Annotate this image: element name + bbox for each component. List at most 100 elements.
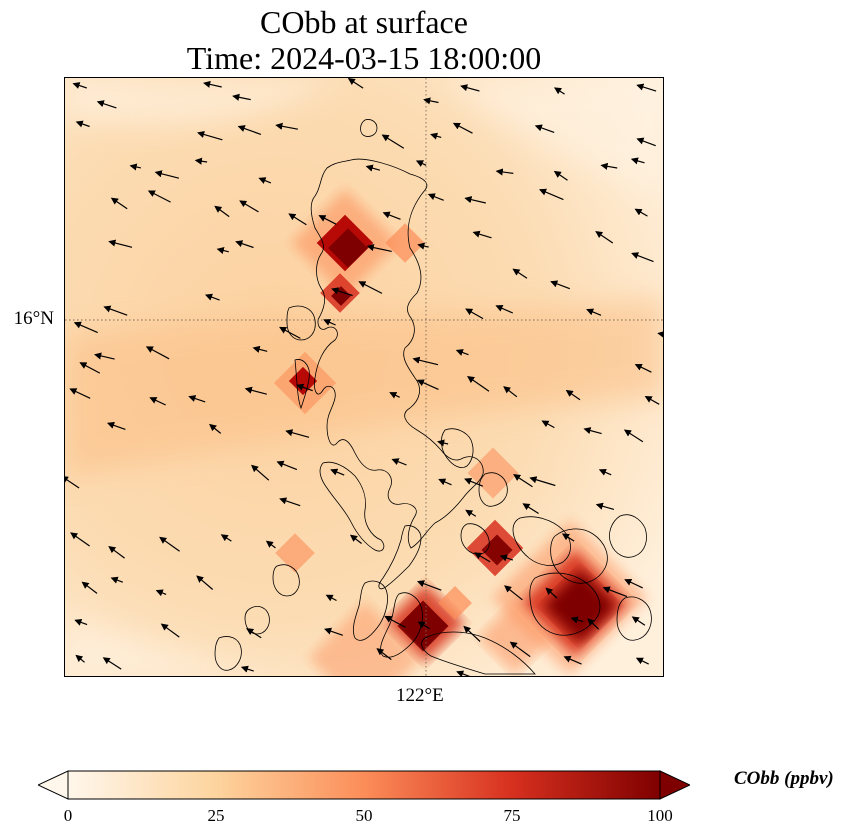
wind-vector-arrow [235, 240, 254, 249]
wind-vector-arrow [465, 308, 484, 320]
wind-vector-arrow [624, 579, 643, 589]
wind-vector-arrow [296, 383, 313, 392]
wind-vector-arrow [188, 395, 206, 403]
wind-vector-arrow [416, 580, 442, 591]
wind-vector-arrow [244, 386, 267, 395]
wind-vector-arrow [522, 503, 539, 515]
wind-vector-arrow [583, 427, 602, 435]
wind-vector-arrow [634, 208, 648, 217]
hotspot-cell [275, 533, 315, 573]
wind-vector-arrow [288, 213, 307, 226]
wind-vector-arrow [149, 397, 166, 406]
wind-vector-arrow [108, 239, 133, 248]
latitude-tick-label: 16°N [13, 308, 54, 329]
wind-vector-arrow [196, 575, 214, 590]
wind-vector-arrow [455, 349, 469, 356]
wind-vector-arrow [504, 585, 523, 601]
hotspot-cell [478, 601, 552, 675]
wind-vector-arrow [553, 87, 565, 95]
wind-vector-arrow [285, 429, 310, 438]
wind-vectors [65, 78, 663, 676]
gridlines [65, 78, 663, 676]
plot-title-line1: CObb at surface [260, 4, 468, 40]
wind-vector-arrow [81, 581, 98, 594]
wind-vector-arrow [529, 476, 556, 487]
wind-vector-arrow [204, 293, 220, 301]
wind-vector-arrow [330, 468, 345, 476]
wind-vector-arrow [384, 615, 406, 629]
coastlines [214, 119, 652, 675]
wind-vector-arrow [110, 576, 124, 584]
wind-vector-arrow [366, 244, 392, 252]
wind-vector-arrow [595, 502, 615, 510]
hotspot-cell [385, 223, 425, 263]
wind-vector-arrow [197, 131, 223, 141]
colorbar-extend-min [36, 770, 69, 800]
wind-vector-arrow [474, 552, 491, 563]
wind-vector-arrow [416, 379, 439, 390]
wind-vector-arrow [430, 132, 442, 140]
wind-vector-arrow [563, 655, 582, 665]
wind-vector-arrow [452, 122, 473, 134]
colorbar-tick-50: 50 [355, 806, 373, 825]
wind-vector-arrow [103, 305, 128, 316]
wind-vector-arrow [216, 247, 229, 255]
wind-vector-arrow [324, 627, 343, 636]
wind-vector-arrow [70, 532, 90, 547]
colorbar-tick-0: 0 [63, 806, 73, 825]
wind-vector-arrow [415, 160, 427, 167]
wind-vector-arrow [237, 125, 262, 135]
wind-vector-arrow [279, 497, 301, 507]
wind-vector-arrow [570, 616, 584, 624]
wind-vector-arrow [495, 168, 514, 176]
colorbar-extend-max [659, 770, 692, 800]
wind-vector-arrow [79, 362, 101, 374]
wind-vector-arrow [75, 654, 85, 663]
wind-vector-arrow [460, 84, 480, 92]
wind-vector-arrow [155, 589, 167, 597]
wind-vector-arrow [464, 196, 486, 204]
hotspot-cell [543, 569, 617, 643]
wind-vector-arrow [72, 82, 87, 89]
wind-vector-arrow [349, 534, 362, 544]
wind-vector-arrow [631, 252, 654, 263]
wind-vector-arrow [74, 618, 88, 626]
wind-vector-arrow [108, 545, 125, 559]
wind-vector-arrow [602, 586, 628, 598]
wind-vector-arrow [159, 536, 180, 552]
wind-vector-arrow [456, 670, 471, 676]
wind-vector-arrow [376, 648, 392, 661]
wind-vector-arrow [252, 345, 268, 353]
wind-vector-arrow [595, 231, 614, 244]
wind-vector-arrow [598, 468, 612, 476]
wind-vector-arrow [417, 242, 429, 250]
wind-vector-arrow [331, 287, 353, 297]
wind-vector-arrow [239, 200, 259, 213]
wind-vector-arrow [634, 363, 652, 373]
wind-vector-arrow [503, 386, 518, 398]
wind-vector-arrow [154, 170, 180, 179]
wind-vector-arrow [69, 388, 91, 399]
wind-vector-arrow [464, 478, 484, 487]
wind-vector-arrow [623, 429, 644, 443]
wind-vector-arrow [541, 420, 555, 429]
wind-vector-arrow [472, 230, 492, 239]
hotspot-cell [438, 586, 472, 620]
wind-vector-arrow [636, 83, 657, 92]
wind-vector-arrow [102, 657, 122, 670]
wind-vector-arrow [630, 157, 645, 165]
wind-vector-arrow [467, 376, 490, 392]
wind-vector-arrow [538, 188, 564, 201]
wind-vector-arrow [365, 164, 381, 172]
wind-vector-arrow [412, 356, 439, 366]
wind-vector-arrow [73, 321, 98, 334]
wind-vector-arrow [381, 134, 405, 149]
wind-vector-arrow [600, 162, 618, 170]
wind-vector-arrow [94, 352, 115, 360]
wind-vector-arrow [246, 628, 262, 639]
wind-vector-arrow [644, 396, 660, 405]
colorbar-tick-100: 100 [647, 806, 673, 825]
wind-vector-arrow [347, 78, 364, 89]
wind-vector-arrow [389, 392, 400, 399]
colorbar-tick-75: 75 [503, 806, 521, 825]
